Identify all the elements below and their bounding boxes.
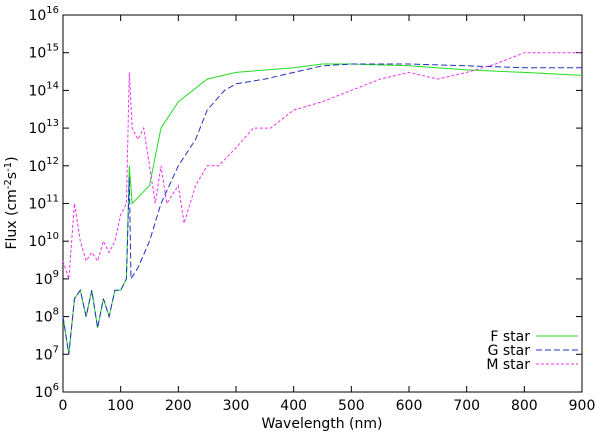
- y-tick-base: 10: [28, 121, 46, 137]
- y-label-sup: -2: [3, 179, 14, 189]
- y-tick-base: 10: [35, 347, 53, 363]
- x-tick-label: 500: [338, 398, 365, 414]
- y-label-part: ): [4, 156, 20, 161]
- x-tick-label: 300: [223, 398, 250, 414]
- y-tick-exp: 7: [53, 344, 59, 355]
- y-tick-exp: 14: [46, 80, 59, 91]
- x-tick-label: 0: [59, 398, 68, 414]
- y-tick-label: 1014: [28, 80, 59, 99]
- y-tick-base: 10: [28, 159, 46, 175]
- y-tick-exp: 10: [46, 231, 59, 242]
- x-tick-label: 400: [280, 398, 307, 414]
- y-tick-base: 10: [35, 385, 53, 401]
- y-tick-label: 108: [35, 307, 59, 326]
- y-tick-label: 1012: [28, 156, 59, 175]
- legend-label: M star: [486, 357, 530, 373]
- y-tick-base: 10: [35, 272, 53, 288]
- y-tick-exp: 8: [53, 307, 59, 318]
- legend-label: G star: [488, 343, 531, 359]
- x-tick-label: 900: [569, 398, 596, 414]
- y-tick-label: 1011: [28, 194, 59, 213]
- y-tick-base: 10: [35, 310, 53, 326]
- y-tick-exp: 11: [46, 194, 59, 205]
- y-tick-exp: 12: [46, 156, 59, 167]
- series-line: [62, 52, 582, 280]
- y-tick-exp: 6: [53, 382, 59, 393]
- y-tick-base: 10: [28, 83, 46, 99]
- y-label-part: Flux (cm: [4, 189, 20, 249]
- y-tick-base: 10: [28, 46, 46, 62]
- y-tick-base: 10: [28, 234, 46, 250]
- y-tick-label: 1010: [28, 231, 59, 250]
- y-tick-base: 10: [28, 197, 46, 213]
- legend-label: F star: [490, 329, 530, 345]
- y-tick-base: 10: [28, 8, 46, 24]
- y-tick-exp: 13: [46, 118, 59, 129]
- y-tick-label: 107: [35, 344, 59, 363]
- y-label-part: s: [4, 172, 20, 179]
- y-tick-label: 1013: [28, 118, 59, 137]
- x-tick-label: 800: [511, 398, 538, 414]
- y-tick-label: 1016: [28, 5, 59, 24]
- y-tick-label: 106: [35, 382, 59, 401]
- x-tick-label: 200: [165, 398, 192, 414]
- series-line: [62, 63, 582, 355]
- y-tick-label: 109: [35, 269, 59, 288]
- x-tick-label: 600: [396, 398, 423, 414]
- y-axis-label: Flux (cm-2s-1): [3, 156, 21, 249]
- x-tick-label: 700: [453, 398, 480, 414]
- series-line: [62, 63, 583, 355]
- y-label-sup: -1: [3, 162, 14, 172]
- x-axis-label: Wavelength (nm): [262, 416, 383, 432]
- y-tick-exp: 15: [46, 43, 59, 54]
- y-tick-exp: 9: [53, 269, 59, 280]
- y-tick-label: 1015: [28, 43, 59, 62]
- x-tick-label: 100: [107, 398, 134, 414]
- y-tick-exp: 16: [46, 5, 59, 16]
